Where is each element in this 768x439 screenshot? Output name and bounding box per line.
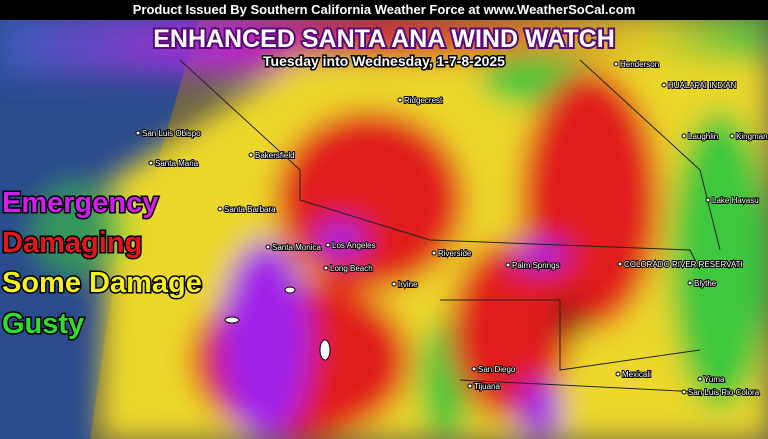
city-label: Santa Monica	[272, 243, 321, 252]
city-label: Yuma	[704, 375, 725, 384]
city-dot	[613, 61, 619, 67]
city-label: Mexicali	[622, 370, 651, 379]
wind-zones	[0, 15, 768, 439]
city-dot	[729, 133, 735, 139]
city-label: Ridgecrest	[404, 96, 443, 105]
city-dot	[467, 383, 473, 389]
city-label: HUALAPAI INDIAN	[668, 81, 737, 90]
city-dot	[148, 160, 154, 166]
banner-bg	[0, 0, 768, 20]
city-label: Riverside	[438, 249, 472, 258]
city-dot	[681, 133, 687, 139]
banner: Product Issued By Southern California We…	[133, 2, 636, 17]
legend-label: Some Damage	[2, 267, 202, 299]
city-dot	[471, 366, 477, 372]
legend-label: Gusty	[2, 308, 84, 340]
islands	[224, 286, 331, 361]
legend-label: Damaging	[2, 227, 142, 259]
city-dot	[431, 250, 437, 256]
city-dot	[217, 206, 223, 212]
legend: Emergency Damaging Some Damage Gusty	[1, 186, 204, 342]
city-label: Kingman	[736, 132, 768, 141]
city-dot	[615, 371, 621, 377]
city-dot	[705, 197, 711, 203]
city-label: Santa Maria	[155, 159, 199, 168]
city-dot	[265, 244, 271, 250]
city-label: Tijuana	[474, 382, 500, 391]
city-label: San Luis Obispo	[142, 129, 201, 138]
boundaries	[179, 59, 761, 396]
title: ENHANCED SANTA ANA WIND WATCH	[153, 25, 615, 53]
city-label: Irvine	[398, 280, 418, 289]
city-dot	[681, 389, 687, 395]
city-label: Blythe	[694, 279, 717, 288]
city-label: Laughlin	[688, 132, 718, 141]
city-dot	[697, 376, 703, 382]
city-label: Santa Barbara	[224, 205, 276, 214]
subtitle: Tuesday into Wednesday, 1-7-8-2025	[263, 53, 505, 69]
city-dot	[397, 97, 403, 103]
city-label: COLORADO RIVER RESERVATI	[624, 260, 743, 269]
city-dot	[687, 280, 693, 286]
city-label: Long Beach	[330, 264, 373, 273]
city-dot	[505, 262, 511, 268]
city-label: San Diego	[478, 365, 516, 374]
city-dot	[391, 281, 397, 287]
city-label: Los Angeles	[332, 241, 376, 250]
city-dot	[617, 261, 623, 267]
legend-label: Emergency	[2, 187, 158, 219]
city-label: Lake Havasu	[712, 196, 759, 205]
city-label: San Luis Rio Colora	[688, 388, 760, 397]
city-label: Henderson	[620, 60, 659, 69]
city-dot	[325, 242, 331, 248]
city-label: Palm Springs	[512, 261, 560, 270]
city-dot	[661, 82, 667, 88]
city-dot	[135, 130, 141, 136]
city-label: Bakersfield	[255, 151, 295, 160]
city-dot	[323, 265, 329, 271]
places: Henderson HUALAPAI INDIAN Ridgecrest San Lu…	[135, 59, 768, 398]
city-dot	[248, 152, 254, 158]
